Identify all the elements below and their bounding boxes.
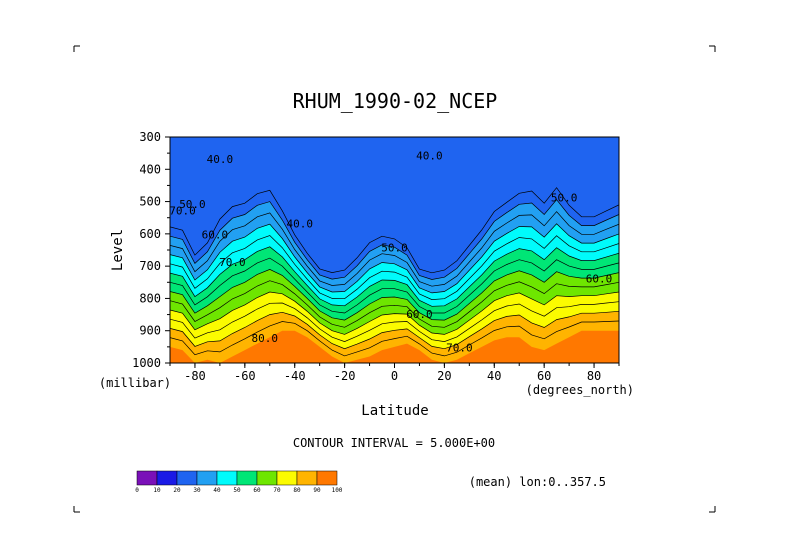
- y-tick-label: 700: [139, 259, 161, 273]
- contour-label: 70.0: [446, 342, 473, 355]
- contour-label: 60.0: [202, 229, 229, 242]
- contour-band-90-100: [170, 330, 619, 363]
- x-tick-label: 80: [587, 369, 601, 383]
- x-tick-label: 40: [487, 369, 501, 383]
- contour-line-40: [170, 223, 619, 294]
- y-tick-label: 300: [139, 130, 161, 144]
- x-tick-label: -40: [284, 369, 306, 383]
- crop-mark-bottom-right: [709, 506, 716, 513]
- colorbar-label: 60: [253, 487, 261, 494]
- contour-line-70: [170, 291, 619, 335]
- y-tick-label: 400: [139, 162, 161, 176]
- contour-band-40-50: [170, 223, 619, 307]
- x-tick-label: 60: [537, 369, 551, 383]
- x-tick-label: -80: [184, 369, 206, 383]
- colorbar-swatch: [216, 470, 238, 486]
- x-axis-units: (degrees_north): [526, 383, 634, 397]
- colorbar-label: 90: [313, 487, 321, 494]
- contour-label: 80.0: [252, 332, 279, 345]
- colorbar-swatch: [196, 470, 218, 486]
- crop-marks: [73, 45, 716, 513]
- contour-label: 60.0: [586, 272, 613, 285]
- colorbar-swatch: [256, 470, 278, 486]
- colorbar-swatch: [276, 470, 298, 486]
- colorbar-swatch: [316, 470, 338, 486]
- contour-band-20-30: [170, 137, 619, 280]
- contour-line-80: [170, 310, 619, 350]
- contour-line-45: [170, 235, 619, 300]
- contour-label: 70.0: [219, 256, 246, 269]
- colorbar-label: 10: [153, 487, 161, 494]
- contour-label: 60.0: [406, 308, 433, 321]
- colorbar: 0 10 20 30 40 50 60 70 80 90 100: [135, 470, 343, 494]
- crop-mark-top-right: [709, 45, 716, 52]
- contour-label: 50.0: [551, 192, 578, 205]
- contour-label: 50.0: [381, 242, 408, 255]
- y-tick-label: 900: [139, 324, 161, 338]
- colorbar-label: 70: [273, 487, 281, 494]
- contour-line-85: [170, 320, 619, 357]
- y-axis-units: (millibar): [99, 376, 171, 390]
- contour-line-75: [170, 301, 619, 342]
- x-axis-label: Latitude: [361, 403, 428, 419]
- colorbar-swatch: [176, 470, 198, 486]
- crop-mark-top-left: [73, 45, 80, 52]
- y-tick-label: 500: [139, 195, 161, 209]
- contour-label: 50.0: [179, 198, 206, 211]
- x-tick-label: 20: [437, 369, 451, 383]
- y-axis: 300 400 500 600 700 800 900 1000: [132, 130, 170, 370]
- colorbar-swatch: [136, 470, 158, 486]
- colorbar-label: 40: [213, 487, 221, 494]
- crop-mark-bottom-left: [73, 506, 80, 513]
- contour-line-65: [170, 280, 619, 328]
- y-axis-label: Level: [110, 229, 126, 271]
- y-tick-label: 600: [139, 227, 161, 241]
- contour-line-25: [170, 187, 619, 274]
- chart-title: RHUM_1990-02_NCEP: [293, 89, 498, 113]
- x-tick-label: -20: [334, 369, 356, 383]
- x-tick-label: -60: [234, 369, 256, 383]
- colorbar-label: 0: [135, 487, 139, 494]
- colorbar-label: 100: [332, 487, 343, 494]
- contour-line-60: [170, 269, 619, 321]
- contour-label: 70.0: [169, 204, 196, 217]
- contour-line-30: [170, 199, 619, 280]
- contour-labels: 40.0 40.0 40.0 50.0 50.0 50.0 60.0 60.0 60.0 70.0…: [169, 150, 612, 355]
- contour-label: 40.0: [416, 150, 443, 163]
- contour-band-50-60: [170, 246, 619, 321]
- footnote-text: (mean) lon:0..357.5: [469, 475, 606, 489]
- colorbar-swatch: [156, 470, 178, 486]
- colorbar-label: 80: [293, 487, 301, 494]
- x-axis: -80 -60 -40 -20 0 20 40 60 80: [169, 363, 620, 383]
- contour-line-35: [170, 211, 619, 287]
- contour-label: 40.0: [207, 153, 234, 166]
- colorbar-label: 20: [173, 487, 181, 494]
- colorbar-swatch: [296, 470, 318, 486]
- y-tick-label: 1000: [132, 356, 161, 370]
- contour-line-55: [170, 257, 619, 314]
- colorbar-swatch: [236, 470, 258, 486]
- colorbar-label: 50: [233, 487, 241, 494]
- contour-label: 40.0: [286, 217, 313, 230]
- y-tick-label: 800: [139, 291, 161, 305]
- x-tick-label: 0: [391, 369, 398, 383]
- plot-area: [170, 137, 619, 363]
- contour-interval-text: CONTOUR INTERVAL = 5.000E+00: [293, 436, 495, 450]
- contour-line-50: [170, 246, 619, 307]
- colorbar-label: 30: [193, 487, 201, 494]
